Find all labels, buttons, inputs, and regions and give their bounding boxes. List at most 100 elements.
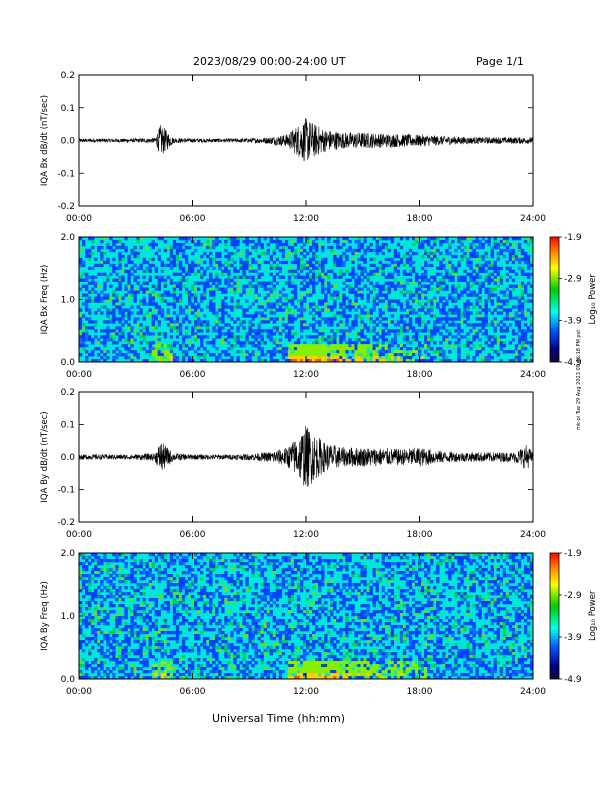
spectrogram-cell (139, 347, 143, 351)
spectrogram-cell (460, 598, 464, 602)
spectrogram-cell (399, 284, 404, 288)
spectrogram-cell (333, 290, 337, 294)
spectrogram-cell (287, 589, 292, 593)
spectrogram-cell (339, 302, 343, 306)
spectrogram-cell (330, 583, 334, 587)
spectrogram-cell (306, 347, 310, 351)
spectrogram-cell (221, 326, 225, 330)
spectrogram-cell (106, 278, 110, 282)
spectrogram-cell (472, 559, 476, 563)
spectrogram-cell (190, 269, 195, 274)
spectrogram-cell (357, 616, 361, 620)
spectrogram-cell (106, 332, 110, 336)
spectrogram-cell (215, 314, 219, 318)
spectrogram-cell (79, 574, 83, 578)
spectrogram-cell (284, 350, 289, 354)
spectrogram-cell (378, 299, 382, 303)
spectrogram-cell (306, 622, 310, 626)
spectrogram-cell (130, 341, 134, 345)
spectrogram-cell (172, 245, 177, 250)
spectrogram-cell (478, 344, 482, 348)
spectrogram-cell (133, 350, 137, 354)
spectrogram-cell (139, 565, 143, 569)
spectrogram-cell (145, 332, 149, 336)
y-tick-label: -0.2 (57, 518, 75, 528)
spectrogram-cell (215, 347, 219, 351)
spectrogram-cell (433, 278, 437, 282)
spectrogram-cell (239, 613, 243, 617)
spectrogram-cell (402, 598, 407, 602)
spectrogram-cell (278, 308, 283, 312)
spectrogram-cell (499, 329, 504, 333)
spectrogram-cell (275, 628, 280, 632)
spectrogram-cell (166, 317, 171, 321)
spectrogram-cell (411, 622, 416, 626)
spectrogram-cell (339, 275, 343, 279)
spectrogram-cell (408, 320, 413, 324)
spectrogram-cell (302, 356, 307, 360)
spectrogram-cell (363, 248, 367, 253)
spectrogram-cell (221, 290, 225, 294)
spectrogram-cell (215, 610, 219, 614)
spectrogram-cell (342, 565, 346, 569)
spectrogram-cell (296, 275, 301, 279)
spectrogram-cell (306, 260, 310, 265)
spectrogram-cell (115, 625, 119, 629)
spectrogram-cell (169, 553, 174, 557)
spectrogram-cell (526, 237, 531, 241)
spectrogram-cell (212, 305, 216, 309)
spectrogram-cell (348, 341, 352, 345)
spectrogram-cell (233, 598, 237, 602)
spectrogram-cell (200, 308, 204, 312)
spectrogram-cell (457, 577, 461, 581)
spectrogram-cell (454, 287, 458, 291)
spectrogram-cell (151, 284, 155, 288)
spectrogram-cell (414, 571, 419, 575)
spectrogram-cell (302, 556, 307, 560)
spectrogram-cell (206, 350, 210, 354)
spectrogram-cell (520, 308, 525, 312)
spectrogram-cell (451, 562, 455, 566)
spectrogram-cell (133, 625, 137, 629)
spectrogram-cell (475, 251, 479, 256)
spectrogram-cell (257, 254, 261, 259)
spectrogram-cell (157, 571, 162, 575)
spectrogram-cell (357, 347, 361, 351)
spectrogram-cell (175, 254, 180, 259)
spectrogram-cell (384, 625, 389, 629)
spectrogram-cell (405, 598, 410, 602)
spectrogram-cell (190, 580, 195, 584)
spectrogram-cell (278, 269, 283, 274)
spectrogram-cell (417, 350, 422, 354)
spectrogram-cell (79, 317, 83, 321)
spectrogram-cell (306, 556, 310, 560)
x-tick-label: 24:00 (520, 214, 546, 224)
y-tick-label: 0.0 (61, 453, 76, 463)
spectrogram-cell (354, 622, 358, 626)
spectrogram-cell (327, 625, 331, 629)
spectrogram-cell (421, 278, 425, 282)
spectrogram-cell (396, 604, 401, 608)
spectrogram-cell (85, 299, 89, 303)
spectrogram-cell (269, 266, 274, 271)
spectrogram-cell (190, 595, 195, 599)
spectrogram-cell (357, 248, 361, 253)
spectrogram-cell (266, 260, 270, 265)
spectrogram-cell (414, 359, 419, 363)
spectrogram-cell (333, 619, 337, 623)
spectrogram-cell (351, 604, 355, 608)
spectrogram-cell (212, 242, 216, 247)
spectrogram-cell (181, 577, 186, 581)
spectrogram-cell (79, 604, 83, 608)
spectrogram-cell (160, 595, 165, 599)
spectrogram-cell (157, 359, 162, 363)
spectrogram-cell (511, 251, 516, 256)
spectrogram-cell (520, 571, 525, 575)
spectrogram-cell (411, 242, 416, 247)
x-tick-label: 24:00 (520, 530, 546, 540)
spectrogram-cell (517, 341, 522, 345)
spectrogram-cell (248, 353, 252, 357)
spectrogram-cell (127, 272, 131, 276)
spectrogram-cell (312, 269, 316, 274)
spectrogram-cell (118, 607, 122, 611)
